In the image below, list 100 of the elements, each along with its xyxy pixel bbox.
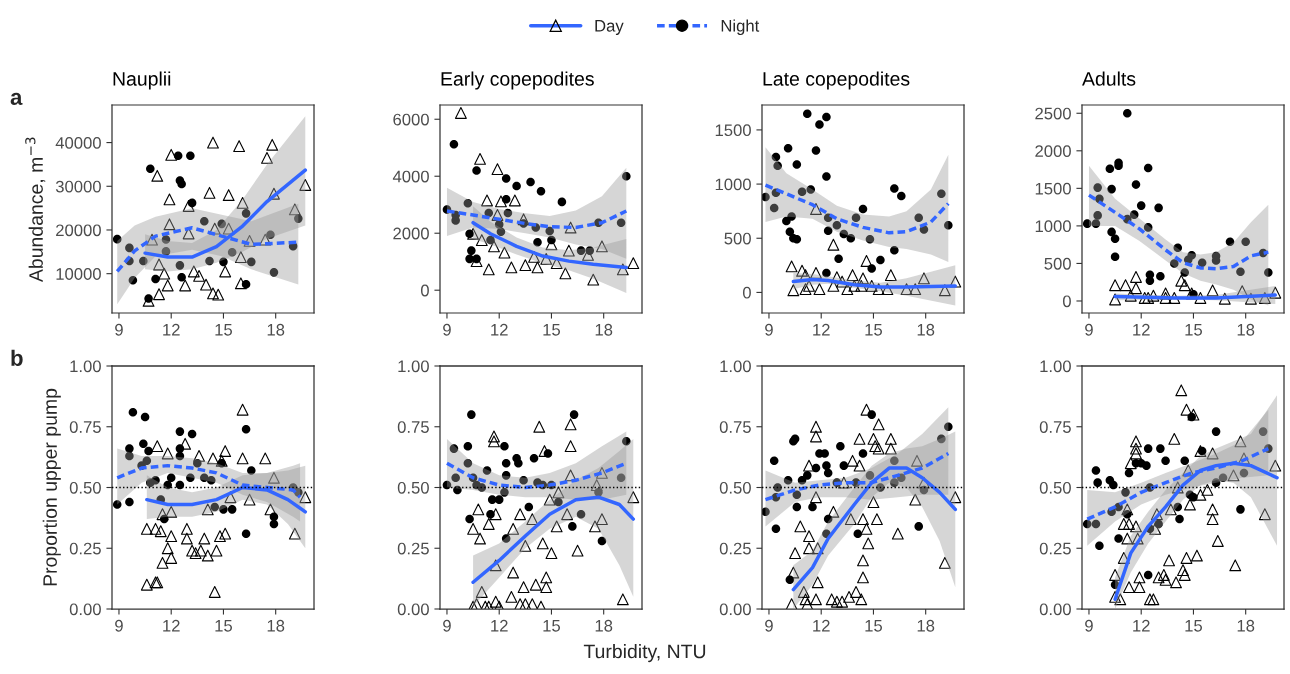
- point: [1187, 408, 1200, 421]
- point: [1130, 520, 1142, 533]
- point: [514, 458, 523, 468]
- point: [236, 452, 249, 465]
- point: [486, 509, 495, 519]
- point: [855, 279, 868, 292]
- y-tick-label: 20000: [56, 224, 101, 237]
- point: [769, 203, 779, 213]
- point: [517, 213, 530, 226]
- point: [1236, 505, 1245, 514]
- point: [949, 491, 962, 504]
- point: [803, 530, 815, 543]
- point: [785, 260, 798, 273]
- point: [212, 288, 225, 301]
- point: [140, 522, 153, 535]
- point: [206, 475, 216, 485]
- point: [1150, 508, 1163, 521]
- point: [1164, 503, 1177, 516]
- point: [627, 491, 640, 504]
- point: [201, 549, 214, 562]
- point: [505, 261, 518, 274]
- point: [1109, 480, 1118, 490]
- point: [857, 513, 869, 526]
- point: [1154, 203, 1163, 213]
- point: [787, 566, 800, 579]
- point: [1107, 227, 1116, 237]
- point: [1109, 293, 1122, 306]
- point: [467, 246, 476, 255]
- point: [166, 473, 176, 483]
- point: [937, 189, 946, 199]
- point: [797, 586, 810, 598]
- x-tick-label: 12: [163, 619, 180, 632]
- point: [564, 418, 577, 431]
- point: [789, 547, 802, 560]
- y-tick-label: 0.75: [719, 421, 751, 433]
- point: [294, 214, 303, 223]
- point: [872, 418, 885, 431]
- point: [139, 439, 148, 449]
- point: [177, 272, 186, 282]
- y-tick-label: 30000: [55, 180, 101, 193]
- point: [451, 473, 460, 483]
- point: [210, 544, 223, 557]
- point: [472, 503, 485, 516]
- point: [488, 240, 500, 253]
- point: [496, 227, 506, 237]
- point: [187, 429, 197, 439]
- point: [146, 233, 158, 246]
- point: [268, 187, 280, 200]
- point: [526, 598, 539, 609]
- point: [884, 442, 897, 455]
- point: [222, 222, 235, 235]
- point: [844, 513, 857, 526]
- y-tick-label: 0.75: [1039, 421, 1071, 433]
- point: [1143, 444, 1153, 453]
- point: [529, 578, 542, 591]
- point: [1121, 488, 1130, 497]
- point: [794, 520, 807, 533]
- point: [144, 446, 153, 456]
- point: [830, 595, 843, 608]
- point: [236, 403, 249, 416]
- point: [1145, 276, 1155, 285]
- point: [1206, 503, 1219, 516]
- x-tick-label: 15: [215, 324, 233, 336]
- point: [1244, 292, 1257, 305]
- point: [269, 268, 279, 277]
- point: [219, 265, 232, 278]
- point: [234, 277, 247, 290]
- point: [453, 485, 462, 495]
- point: [545, 226, 554, 236]
- point: [451, 216, 460, 225]
- point: [175, 427, 185, 436]
- y-tick-label: 1.00: [720, 360, 751, 373]
- y-tick-label: 2000: [1035, 145, 1071, 158]
- point: [1177, 564, 1189, 577]
- point: [870, 513, 883, 526]
- point: [810, 203, 822, 215]
- point: [827, 238, 840, 251]
- point: [857, 272, 869, 285]
- point: [550, 520, 563, 533]
- point: [827, 505, 840, 518]
- x-tick-label: 15: [543, 620, 561, 632]
- y-tick-label: 6000: [393, 113, 429, 126]
- point: [1124, 457, 1137, 470]
- x-tick-label: 9: [1085, 619, 1093, 632]
- point: [491, 163, 504, 176]
- point: [1130, 271, 1142, 283]
- chart-title: Adults: [1082, 71, 1136, 86]
- point: [1082, 219, 1092, 228]
- point: [1211, 535, 1224, 547]
- point: [799, 283, 812, 296]
- x-tick-label: 18: [1237, 619, 1255, 632]
- point: [533, 238, 542, 247]
- point: [208, 586, 221, 598]
- point: [897, 191, 906, 201]
- point: [177, 179, 186, 189]
- chart-title: Nauplii: [113, 71, 171, 90]
- point: [836, 595, 849, 608]
- point: [801, 598, 814, 609]
- point: [1225, 237, 1235, 246]
- point: [571, 544, 584, 557]
